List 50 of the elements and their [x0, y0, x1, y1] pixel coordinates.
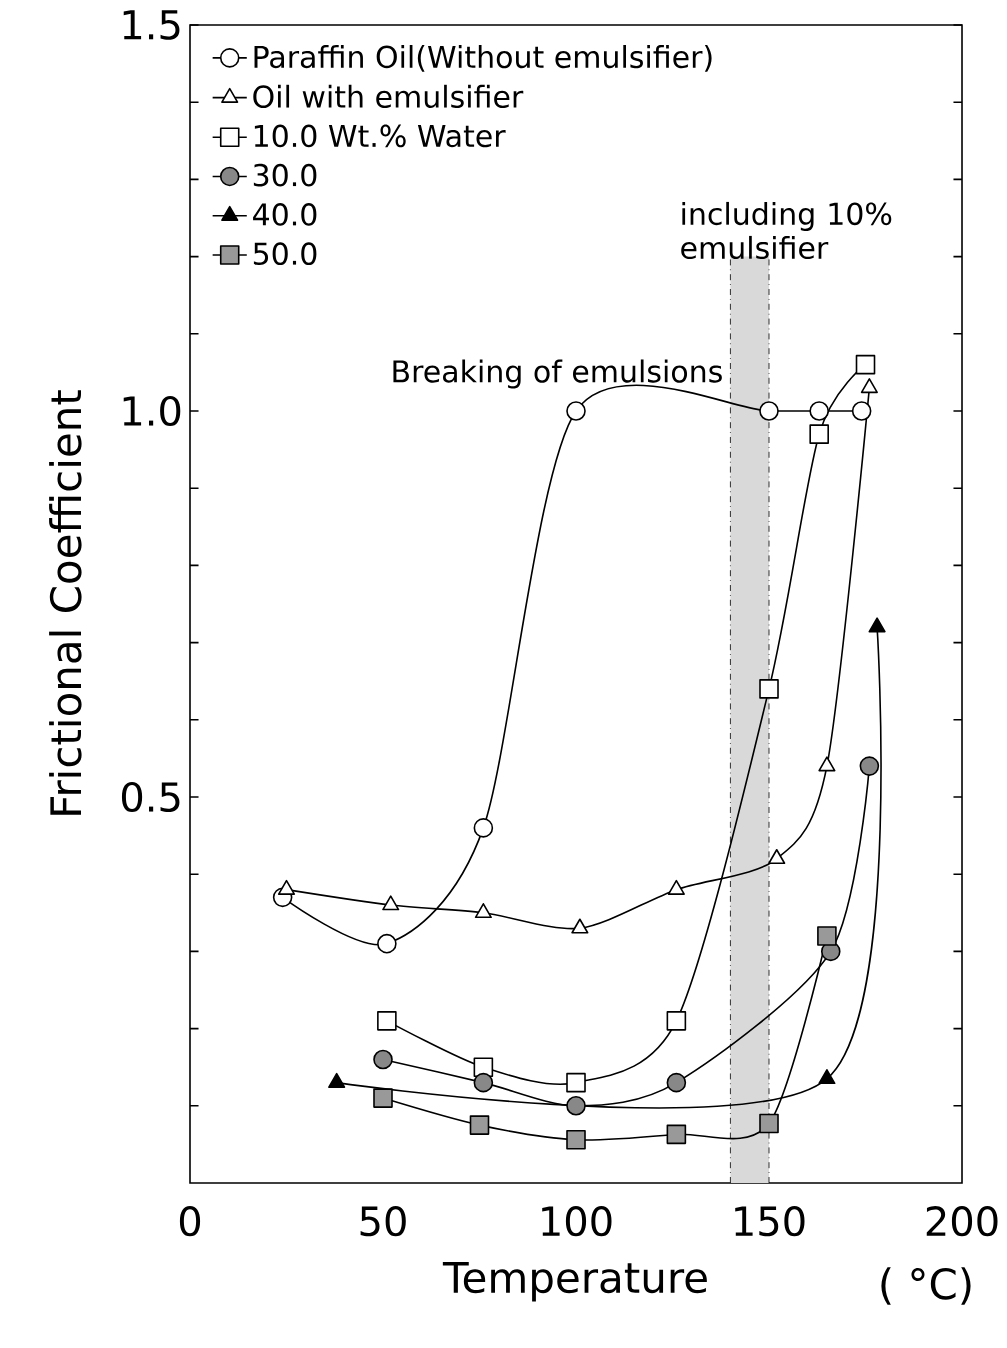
point — [851, 401, 872, 421]
point — [474, 902, 493, 919]
point — [809, 424, 830, 444]
point — [382, 895, 400, 911]
x-tick-label: 100 — [542, 1206, 612, 1237]
point — [859, 756, 880, 776]
y-tick-label: 0.5 — [122, 781, 180, 813]
point — [373, 1049, 393, 1070]
y-tick-label: 1.0 — [123, 395, 181, 427]
point — [860, 378, 879, 394]
point — [768, 848, 786, 865]
legend-label: 10.0 Wt.% Water — [254, 124, 506, 148]
x-tick-label: 0 — [179, 1206, 201, 1237]
point — [818, 756, 836, 772]
point — [473, 1072, 494, 1093]
x-tick-label: 50 — [360, 1206, 406, 1237]
annotation: including 10% emulsifier — [681, 201, 892, 260]
point — [666, 1011, 687, 1031]
band-label: Breaking of emulsions — [393, 359, 722, 389]
x-tick-label: 200 — [926, 1206, 998, 1237]
point — [868, 617, 886, 633]
point — [566, 1096, 586, 1116]
y-tick-label: 1.5 — [123, 10, 180, 40]
point — [377, 933, 397, 954]
x-axis-title: Temperature — [442, 1262, 707, 1302]
point — [666, 1124, 687, 1145]
point — [759, 1113, 779, 1134]
legend-label: 40.0 — [253, 203, 317, 226]
point — [817, 926, 837, 946]
point — [377, 1011, 397, 1031]
point — [759, 679, 779, 699]
text: ( °C) — [881, 1267, 971, 1305]
point — [566, 1072, 586, 1093]
x-tick-label: 150 — [735, 1206, 805, 1237]
point — [571, 918, 589, 934]
point — [373, 1088, 393, 1108]
y-axis-title: Frictional Coefficient — [49, 390, 82, 815]
point — [566, 401, 586, 421]
point — [566, 1129, 586, 1150]
point — [469, 1115, 490, 1135]
point — [818, 1068, 836, 1085]
point — [759, 401, 779, 421]
point — [473, 818, 494, 838]
legend-label: 50.0 — [253, 242, 317, 266]
point — [809, 401, 830, 421]
point — [666, 1072, 687, 1093]
point — [855, 354, 876, 375]
legend-label: Oil with emulsifier — [253, 84, 524, 108]
legend-label: Paraffin Oil(Without emulsifier) — [254, 44, 712, 72]
legend-label: 30.0 — [253, 163, 317, 187]
